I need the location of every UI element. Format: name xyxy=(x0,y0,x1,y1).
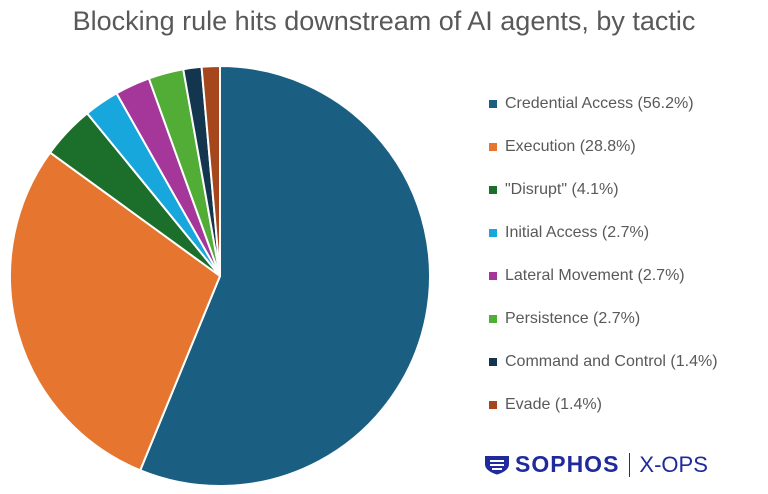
legend-swatch xyxy=(489,228,497,237)
legend-item-6: Persistence (2.7%) xyxy=(489,297,718,340)
legend-swatch xyxy=(489,142,497,151)
legend-label: Lateral Movement (2.7%) xyxy=(505,266,685,284)
legend-label: Evade (1.4%) xyxy=(505,395,602,413)
legend-item-7: Command and Control (1.4%) xyxy=(489,340,718,383)
pie-slice-8 xyxy=(200,64,221,277)
sophos-xops-logo: SOPHOS X-OPS xyxy=(484,451,708,478)
chart-title: Blocking rule hits downstream of AI agen… xyxy=(72,6,696,36)
pie-slice-2 xyxy=(9,151,221,472)
legend-item-3: "Disrupt" (4.1%) xyxy=(489,168,718,211)
legend-swatch xyxy=(489,314,497,323)
legend-item-8: Evade (1.4%) xyxy=(489,383,718,426)
legend-label: Persistence (2.7%) xyxy=(505,309,641,327)
legend-label: Credential Access (56.2%) xyxy=(505,94,694,112)
legend-item-4: Initial Access (2.7%) xyxy=(489,211,718,254)
brand-subname: X-OPS xyxy=(639,451,708,477)
legend-item-2: Execution (28.8%) xyxy=(489,125,718,168)
chart-legend: Credential Access (56.2%) Execution (28.8… xyxy=(489,82,718,426)
brand-name: SOPHOS xyxy=(515,451,620,477)
legend-item-5: Lateral Movement (2.7%) xyxy=(489,254,718,297)
brand-separator xyxy=(629,452,631,477)
legend-label: "Disrupt" (4.1%) xyxy=(505,180,619,198)
legend-swatch xyxy=(489,99,497,108)
legend-swatch xyxy=(489,185,497,194)
legend-item-1: Credential Access (56.2%) xyxy=(489,82,718,125)
legend-swatch xyxy=(489,357,497,366)
legend-swatch xyxy=(489,271,497,280)
legend-label: Initial Access (2.7%) xyxy=(505,223,650,241)
pie-slice-1 xyxy=(139,65,431,487)
legend-label: Execution (28.8%) xyxy=(505,137,636,155)
legend-swatch xyxy=(489,400,497,409)
legend-label: Command and Control (1.4%) xyxy=(505,352,718,370)
sophos-shield-icon xyxy=(485,455,509,474)
